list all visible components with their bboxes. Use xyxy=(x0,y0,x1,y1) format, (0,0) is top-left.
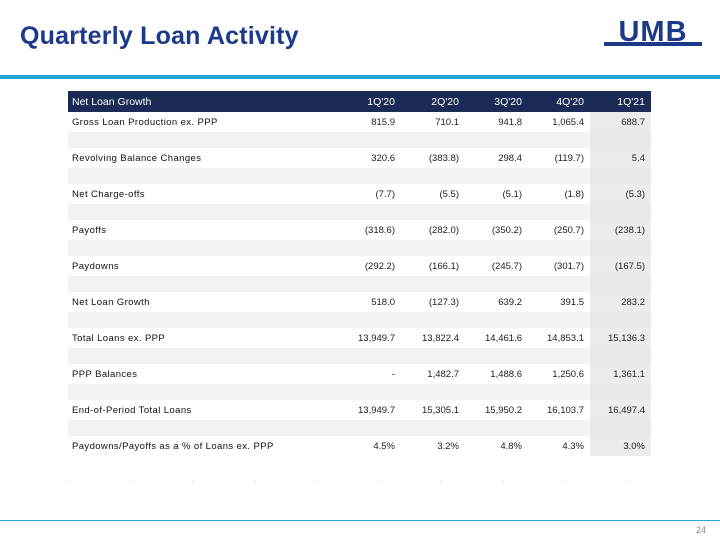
table-bottom-ticks xyxy=(68,481,651,482)
table-cell: 391.5 xyxy=(560,296,584,308)
page-title: Quarterly Loan Activity xyxy=(20,22,299,50)
table-cell: - xyxy=(391,368,395,380)
row-label: PPP Balances xyxy=(72,368,138,380)
table-row: Revolving Balance Changes 320.6 (383.8) … xyxy=(68,148,651,168)
table-cell: 1,482.7 xyxy=(427,368,459,380)
row-label: Total Loans ex. PPP xyxy=(72,332,166,344)
table-cell: 16,497.4 xyxy=(590,400,651,420)
row-spacer xyxy=(68,348,651,364)
table-cell: 298.4 xyxy=(498,152,522,164)
table-cell: (5.3) xyxy=(590,184,651,204)
table-cell: (282.0) xyxy=(428,224,459,236)
table-cell: 710.1 xyxy=(435,116,459,128)
footer-divider xyxy=(0,520,720,521)
table-row: Payoffs (318.6) (282.0) (350.2) (250.7) … xyxy=(68,220,651,240)
table-cell: 320.6 xyxy=(371,152,395,164)
table-cell: 815.9 xyxy=(371,116,395,128)
table-cell: (167.5) xyxy=(590,256,651,276)
table-row: Paydowns (292.2) (166.1) (245.7) (301.7)… xyxy=(68,256,651,276)
table-cell: 4.5% xyxy=(373,440,395,452)
table-cell: 639.2 xyxy=(498,296,522,308)
column-header: 2Q'20 xyxy=(431,95,459,108)
table-row: Paydowns/Payoffs as a % of Loans ex. PPP… xyxy=(68,436,651,456)
table-cell: 13,822.4 xyxy=(422,332,459,344)
table-cell: 14,853.1 xyxy=(547,332,584,344)
table-cell: (7.7) xyxy=(375,188,395,200)
row-label: Revolving Balance Changes xyxy=(72,152,202,164)
row-label: Paydowns/Payoffs as a % of Loans ex. PPP xyxy=(72,440,274,452)
row-spacer xyxy=(68,168,651,184)
table-cell: 16,103.7 xyxy=(547,404,584,416)
column-header: 4Q'20 xyxy=(556,95,584,108)
row-label: Net Charge-offs xyxy=(72,188,145,200)
table-cell: (166.1) xyxy=(428,260,459,272)
table-cell: (292.2) xyxy=(364,260,395,272)
table-cell: 13,949.7 xyxy=(358,404,395,416)
table-cell: 5.4 xyxy=(590,148,651,168)
column-header: 1Q'20 xyxy=(367,95,395,108)
row-spacer xyxy=(68,276,651,292)
row-label: Gross Loan Production ex. PPP xyxy=(72,116,218,128)
column-header: 3Q'20 xyxy=(494,95,522,108)
table-cell: (1.8) xyxy=(564,188,584,200)
table-row: End-of-Period Total Loans 13,949.7 15,30… xyxy=(68,400,651,420)
row-spacer xyxy=(68,420,651,436)
row-label: Net Loan Growth xyxy=(72,296,150,308)
table-cell: (5.5) xyxy=(439,188,459,200)
table-cell: 14,461.6 xyxy=(485,332,522,344)
table-cell: 1,361.1 xyxy=(590,364,651,384)
table-cell: (350.2) xyxy=(491,224,522,236)
row-spacer xyxy=(68,312,651,328)
table-cell: (318.6) xyxy=(364,224,395,236)
row-label: End-of-Period Total Loans xyxy=(72,404,192,416)
table-row: Net Charge-offs (7.7) (5.5) (5.1) (1.8) … xyxy=(68,184,651,204)
row-spacer xyxy=(68,132,651,148)
table-cell: 3.2% xyxy=(437,440,459,452)
row-label: Paydowns xyxy=(72,260,120,272)
row-spacer xyxy=(68,384,651,400)
table-cell: 518.0 xyxy=(371,296,395,308)
table-cell: 1,250.6 xyxy=(552,368,584,380)
loan-activity-table: Net Loan Growth 1Q'20 2Q'20 3Q'20 4Q'20 … xyxy=(68,91,651,456)
table-cell: 15,305.1 xyxy=(422,404,459,416)
page-number: 24 xyxy=(695,525,706,535)
table-cell: (238.1) xyxy=(590,220,651,240)
column-header: Net Loan Growth xyxy=(72,95,152,108)
row-spacer xyxy=(68,204,651,220)
table-row: Total Loans ex. PPP 13,949.7 13,822.4 14… xyxy=(68,328,651,348)
table-cell: 1,065.4 xyxy=(552,116,584,128)
table-cell: 3.0% xyxy=(590,436,651,456)
umb-logo: UMB xyxy=(604,18,702,46)
table-cell: 688.7 xyxy=(590,112,651,132)
table-cell: (5.1) xyxy=(502,188,522,200)
table-cell: 1,488.6 xyxy=(490,368,522,380)
table-cell: 4.8% xyxy=(500,440,522,452)
table-row: PPP Balances - 1,482.7 1,488.6 1,250.6 1… xyxy=(68,364,651,384)
row-spacer xyxy=(68,240,651,256)
table-cell: (245.7) xyxy=(491,260,522,272)
table-cell: 13,949.7 xyxy=(358,332,395,344)
table-cell: 15,136.3 xyxy=(590,328,651,348)
table-row: Gross Loan Production ex. PPP 815.9 710.… xyxy=(68,112,651,132)
table-cell: 4.3% xyxy=(562,440,584,452)
table-cell: 283.2 xyxy=(590,292,651,312)
table-cell: (250.7) xyxy=(553,224,584,236)
logo-text: UMB xyxy=(618,18,687,46)
table-cell: 15,950.2 xyxy=(485,404,522,416)
column-header: 1Q'21 xyxy=(617,95,645,108)
table-cell: (119.7) xyxy=(554,152,584,164)
title-divider xyxy=(0,75,720,79)
row-label: Payoffs xyxy=(72,224,107,236)
table-cell: (127.3) xyxy=(428,296,459,308)
table-cell: (301.7) xyxy=(553,260,584,272)
table-cell: (383.8) xyxy=(428,152,459,164)
table-row: Net Loan Growth 518.0 (127.3) 639.2 391.… xyxy=(68,292,651,312)
table-cell: 941.8 xyxy=(498,116,522,128)
table-header-row: Net Loan Growth 1Q'20 2Q'20 3Q'20 4Q'20 … xyxy=(68,91,651,112)
